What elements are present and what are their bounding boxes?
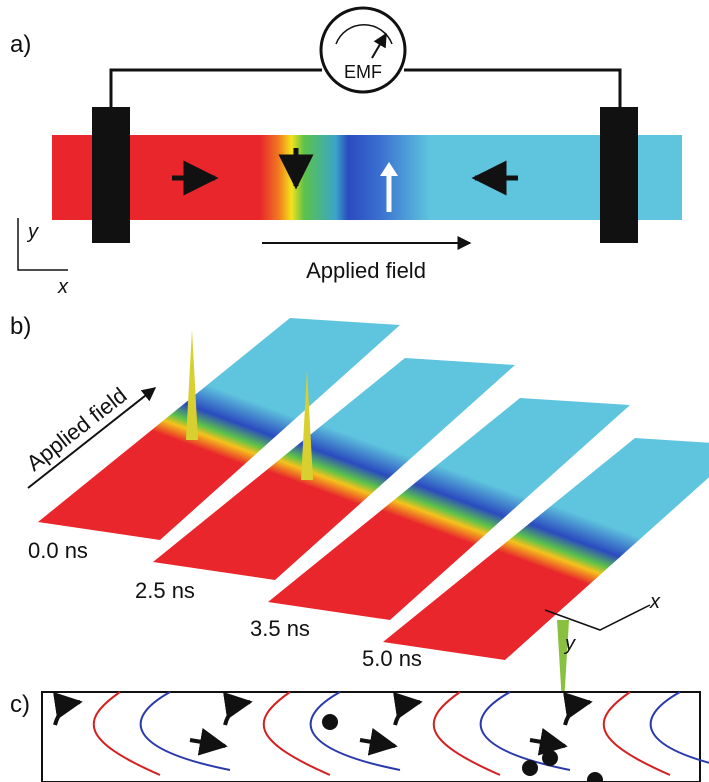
strip	[52, 135, 682, 220]
axis-label: y	[26, 221, 39, 243]
time-label: 5.0 ns	[362, 646, 422, 671]
time-label: 0.0 ns	[28, 538, 88, 563]
axis-label: x	[649, 591, 661, 613]
dot	[522, 760, 538, 776]
time-label: 2.5 ns	[135, 578, 195, 603]
field-label: Applied field	[306, 258, 426, 283]
electrode	[92, 107, 130, 243]
panel-box	[42, 692, 700, 782]
panel-label: a)	[10, 31, 31, 58]
dot	[542, 750, 558, 766]
spike	[186, 330, 198, 440]
panel-label: b)	[10, 313, 31, 340]
panel-label: c)	[10, 691, 30, 718]
time-label: 3.5 ns	[250, 616, 310, 641]
electrode	[600, 107, 638, 243]
axis-label: x	[57, 276, 69, 298]
dot	[322, 714, 338, 730]
meter-label: EMF	[344, 62, 382, 82]
figure: a) EMF y x Applied field b) Applied fiel…	[0, 0, 709, 782]
axes	[18, 218, 68, 270]
axis-label: y	[563, 633, 576, 655]
